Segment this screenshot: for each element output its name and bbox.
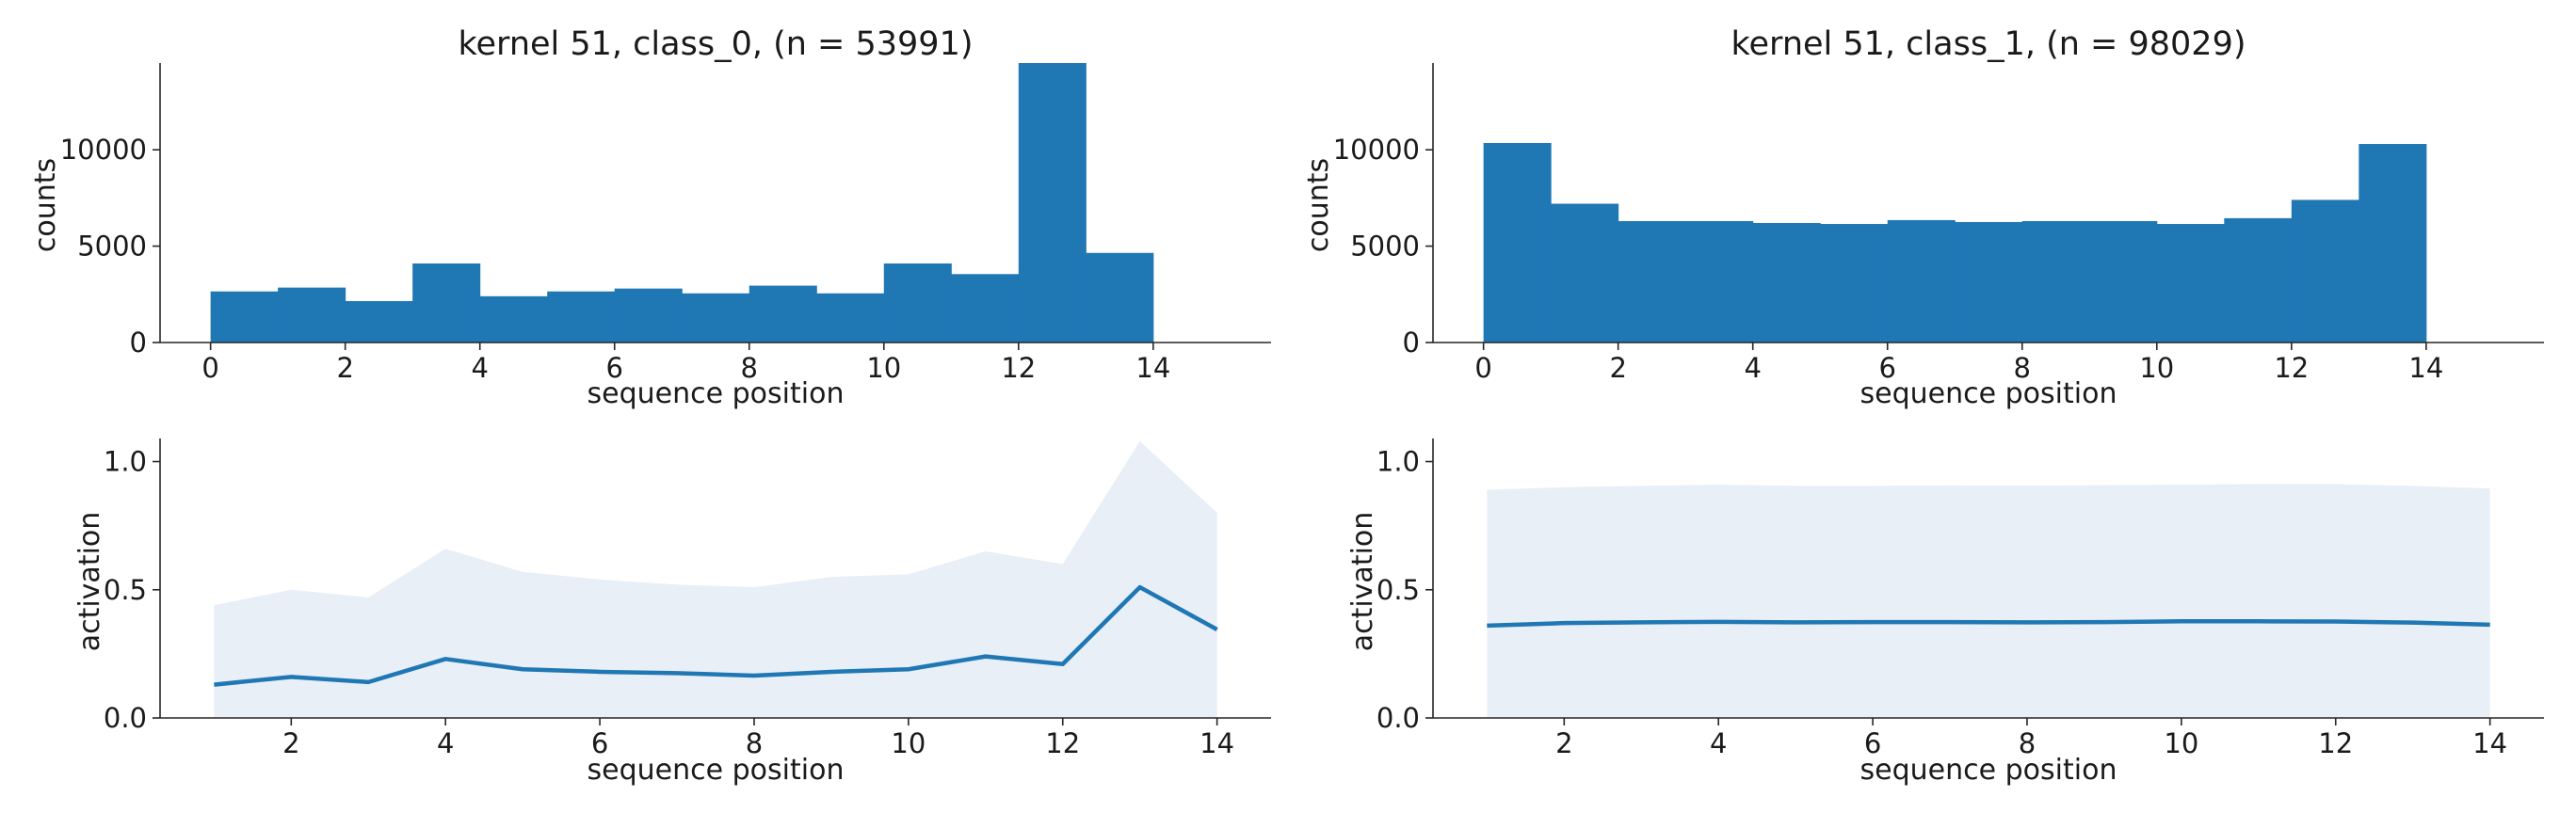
histogram-class-1-bar — [2359, 144, 2427, 343]
histogram-class-0-x-tick-label: 12 — [1001, 352, 1036, 384]
histogram-class-0-xlabel: sequence position — [588, 377, 845, 410]
activation-class-0-x-tick-label: 14 — [1199, 727, 1234, 759]
activation-class-1-ylabel: activation — [1346, 512, 1379, 652]
activation-class-1-x-tick-label: 2 — [1555, 727, 1572, 759]
histogram-class-1-bar — [2291, 199, 2359, 343]
activation-class-0-y-tick-label: 0.0 — [104, 702, 147, 734]
histogram-class-0-y-tick-label: 0 — [130, 327, 147, 359]
histogram-class-0-y-tick-label: 10000 — [60, 134, 147, 166]
histogram-class-0-x-tick-label: 10 — [866, 352, 901, 384]
histogram-class-0-bar — [883, 263, 952, 343]
histogram-class-1-x-tick-label: 2 — [1609, 352, 1626, 384]
histogram-class-1-bar — [1551, 203, 1619, 343]
histogram-class-0-panel: kernel 51, class_0, (n = 53991) counts s… — [29, 25, 1271, 410]
histogram-class-0-bar — [951, 274, 1020, 343]
histogram-class-1-bar — [1820, 224, 1889, 343]
histogram-class-1-bar — [1618, 220, 1686, 343]
histogram-class-1-x-tick-label: 10 — [2139, 352, 2174, 384]
histogram-class-0-bar — [614, 288, 683, 343]
activation-class-1-band — [1487, 484, 2490, 718]
activation-class-0-x-tick-label: 10 — [891, 727, 926, 759]
histogram-class-1-bar — [1887, 219, 1956, 343]
activation-class-0-x-tick-label: 8 — [746, 727, 763, 759]
histogram-class-0-bar — [345, 300, 413, 343]
activation-class-1-xlabel: sequence position — [1860, 754, 2117, 787]
histogram-class-1-bar — [1483, 143, 1552, 343]
histogram-class-0-bar — [278, 287, 346, 343]
activation-class-0-mean-line — [214, 584, 1218, 687]
histogram-class-1-bar — [1752, 223, 1821, 343]
activation-class-1-y-tick-label: 0.0 — [1377, 702, 1420, 734]
histogram-class-0-x-tick-label: 6 — [606, 352, 623, 384]
activation-class-0-x-tick-label: 6 — [591, 727, 608, 759]
activation-class-0-ylabel: activation — [73, 512, 106, 652]
histogram-class-1-panel: kernel 51, class_1, (n = 98029) counts s… — [1302, 25, 2544, 410]
activation-class-1-y-tick-label: 0.5 — [1377, 574, 1420, 606]
activation-class-0-x-tick-label: 4 — [437, 727, 454, 759]
histogram-class-1-x-tick-label: 12 — [2274, 352, 2309, 384]
histogram-class-0-x-tick-label: 2 — [336, 352, 353, 384]
activation-class-0-x-tick-label: 2 — [282, 727, 299, 759]
histogram-class-0-bar — [412, 263, 481, 343]
histogram-class-1-x-tick-label: 4 — [1744, 352, 1761, 384]
histogram-class-1-bar — [2156, 224, 2225, 343]
activation-class-1-x-tick-label: 8 — [2019, 727, 2036, 759]
histogram-class-1-y-tick-label: 5000 — [1350, 231, 1420, 263]
histogram-class-1-y-tick-label: 0 — [1403, 327, 1420, 359]
histogram-class-1-x-tick-label: 8 — [2014, 352, 2031, 384]
histogram-class-1-bar — [2224, 217, 2293, 343]
histogram-class-0-bar — [1018, 63, 1087, 343]
histogram-class-0-bar — [547, 291, 616, 343]
histogram-class-1-bar — [2021, 220, 2090, 343]
activation-class-0-y-tick-label: 1.0 — [104, 446, 147, 478]
histogram-class-0-bar — [210, 291, 279, 343]
histogram-class-1-y-tick-label: 10000 — [1333, 134, 1420, 166]
histogram-class-1-bar — [1685, 220, 1754, 343]
activation-class-0-y-tick-label: 0.5 — [104, 574, 147, 606]
histogram-class-0-x-tick-label: 4 — [471, 352, 488, 384]
histogram-class-0-y-tick-label: 5000 — [77, 231, 147, 263]
histogram-class-0-bar — [479, 295, 548, 343]
histogram-class-0-bar — [1086, 252, 1154, 343]
activation-class-1-x-tick-label: 10 — [2164, 727, 2198, 759]
activation-class-0-x-tick-label: 12 — [1045, 727, 1080, 759]
histogram-class-1-bar — [2089, 220, 2158, 343]
histogram-class-0-ylabel: counts — [29, 158, 62, 252]
histogram-class-0-x-tick-label: 14 — [1135, 352, 1170, 384]
activation-class-0-xlabel: sequence position — [588, 754, 845, 787]
activation-class-1-y-tick-label: 1.0 — [1377, 446, 1420, 478]
histogram-class-1-x-tick-label: 0 — [1474, 352, 1491, 384]
histogram-class-1-bar — [1955, 221, 2023, 343]
histogram-class-1-xlabel: sequence position — [1860, 377, 2117, 410]
histogram-class-0-bar — [749, 285, 817, 343]
histogram-class-0-x-tick-label: 8 — [741, 352, 758, 384]
activation-class-1-x-tick-label: 14 — [2472, 727, 2507, 759]
histogram-class-0-bar — [816, 293, 885, 343]
histogram-class-1-title: kernel 51, class_1, (n = 98029) — [1731, 25, 2246, 63]
activation-class-1-x-tick-label: 12 — [2318, 727, 2353, 759]
activation-class-0-panel: activation sequence position 2 4 6 8 10 12 14 0… — [73, 438, 1271, 787]
activation-class-0-band — [214, 440, 1217, 718]
activation-class-1-mean-line — [1487, 619, 2490, 629]
histogram-class-0-x-tick-label: 0 — [201, 352, 218, 384]
histogram-class-1-x-tick-label: 14 — [2408, 352, 2443, 384]
activation-class-1-x-tick-label: 4 — [1710, 727, 1727, 759]
histogram-class-1-ylabel: counts — [1302, 158, 1335, 252]
histogram-class-0-bar — [682, 293, 750, 343]
histogram-class-0-title: kernel 51, class_0, (n = 53991) — [459, 25, 974, 63]
activation-class-1-panel: activation sequence position 2 4 6 8 10 12 14 0… — [1346, 438, 2544, 787]
activation-class-1-x-tick-label: 6 — [1864, 727, 1881, 759]
histogram-class-1-x-tick-label: 6 — [1879, 352, 1896, 384]
